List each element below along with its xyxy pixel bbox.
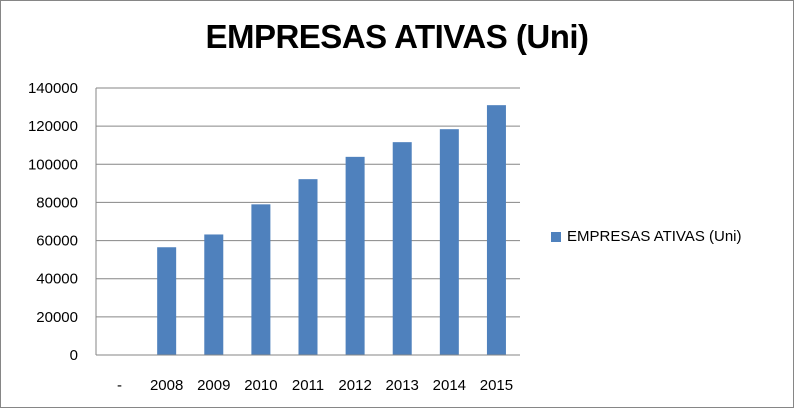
axes — [95, 88, 520, 356]
x-tick-label: 2009 — [197, 377, 230, 394]
bar-2011 — [298, 179, 318, 355]
y-tick-labels: 0 20000 40000 60000 80000 100000 120000 140000 — [28, 80, 78, 364]
y-tick-label: 140000 — [28, 80, 78, 97]
x-tick-label: 2010 — [244, 377, 277, 394]
bars — [157, 105, 506, 356]
bar-2013 — [392, 142, 412, 355]
bar-2015 — [486, 105, 506, 356]
x-tick-labels: - 2008 2009 2010 2011 2012 2013 2014 2015 — [117, 377, 513, 394]
y-tick-label: 0 — [70, 347, 78, 364]
bar-2009 — [204, 234, 224, 355]
bar-2008 — [157, 247, 177, 355]
y-tick-label: 20000 — [36, 309, 78, 326]
y-tick-label: 60000 — [36, 233, 78, 250]
bar-2014 — [439, 129, 459, 355]
y-tick-label: 40000 — [36, 271, 78, 288]
x-tick-label: 2012 — [338, 377, 371, 394]
x-tick-label: - — [117, 377, 122, 394]
legend: EMPRESAS ATIVAS (Uni) — [551, 228, 742, 245]
y-tick-label: 100000 — [28, 156, 78, 173]
legend-swatch — [551, 231, 561, 242]
x-tick-label: 2011 — [292, 377, 324, 394]
bar-2012 — [345, 156, 365, 355]
chart-title: EMPRESAS ATIVAS (Uni) — [205, 18, 589, 55]
y-tick-label: 120000 — [28, 118, 78, 135]
legend-label: EMPRESAS ATIVAS (Uni) — [567, 228, 742, 245]
x-tick-label: 2015 — [480, 377, 513, 394]
x-tick-label: 2013 — [386, 377, 419, 394]
x-tick-label: 2008 — [150, 377, 183, 394]
y-tick-label: 80000 — [36, 194, 78, 211]
x-tick-label: 2014 — [433, 377, 466, 394]
bar-2010 — [251, 204, 271, 355]
